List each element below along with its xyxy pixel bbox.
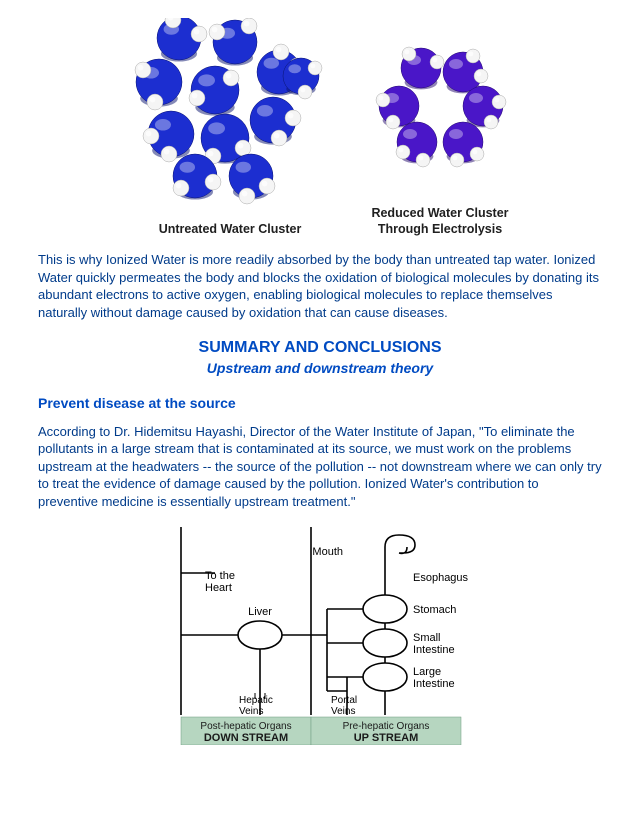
svg-text:Portal: Portal xyxy=(331,695,357,706)
summary-subheading: Upstream and downstream theory xyxy=(38,359,602,378)
stomach-organ xyxy=(363,595,407,623)
svg-text:Liver: Liver xyxy=(248,606,272,618)
large-intestine-organ xyxy=(363,663,407,691)
intro-paragraph: This is why Ionized Water is more readil… xyxy=(38,251,602,321)
svg-text:DOWN STREAM: DOWN STREAM xyxy=(204,732,288,744)
svg-text:Large: Large xyxy=(413,666,441,678)
svg-text:Pre-hepatic Organs: Pre-hepatic Organs xyxy=(343,721,430,732)
untreated-cluster-svg xyxy=(125,18,335,213)
reduced-cluster-svg xyxy=(365,42,515,197)
svg-text:To the: To the xyxy=(205,570,235,582)
summary-heading: SUMMARY AND CONCLUSIONS xyxy=(38,337,602,359)
svg-text:Post-hepatic Organs: Post-hepatic Organs xyxy=(200,721,291,732)
svg-text:Intestine: Intestine xyxy=(413,678,455,690)
quote-paragraph: According to Dr. Hidemitsu Hayashi, Dire… xyxy=(38,423,602,511)
organ-diagram-svg: MouthEsophagusStomachSmallIntestineLarge… xyxy=(155,527,485,745)
svg-text:Veins: Veins xyxy=(331,706,355,717)
untreated-cluster-figure: Untreated Water Cluster xyxy=(125,18,335,237)
svg-text:Hepatic: Hepatic xyxy=(239,695,273,706)
water-cluster-figures: Untreated Water Cluster Reduced Water Cl… xyxy=(38,18,602,237)
reduced-cluster-figure: Reduced Water ClusterThrough Electrolysi… xyxy=(365,42,515,238)
svg-text:Heart: Heart xyxy=(205,582,232,594)
svg-text:Esophagus: Esophagus xyxy=(413,572,469,584)
untreated-caption: Untreated Water Cluster xyxy=(159,221,302,237)
liver-organ xyxy=(238,621,282,649)
organ-diagram-wrap: MouthEsophagusStomachSmallIntestineLarge… xyxy=(38,527,602,745)
small-intestine-organ xyxy=(363,629,407,657)
reduced-caption: Reduced Water ClusterThrough Electrolysi… xyxy=(371,205,508,238)
svg-text:UP STREAM: UP STREAM xyxy=(354,732,419,744)
svg-text:Stomach: Stomach xyxy=(413,604,456,616)
svg-text:Veins: Veins xyxy=(239,706,263,717)
section-title: Prevent disease at the source xyxy=(38,394,602,413)
svg-text:Intestine: Intestine xyxy=(413,644,455,656)
svg-text:Small: Small xyxy=(413,632,441,644)
svg-text:Mouth: Mouth xyxy=(312,546,343,558)
